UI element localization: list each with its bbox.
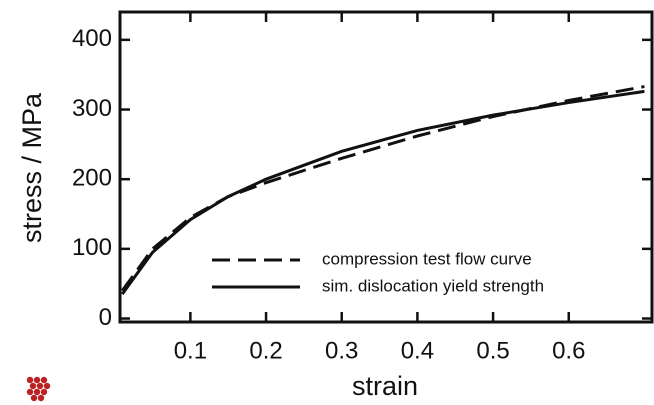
y-tick-label: 400 [72,25,112,52]
y-tick-label: 300 [72,95,112,122]
legend-label: compression test flow curve [322,249,532,268]
x-tick-label: 0.5 [476,337,509,364]
logo-icon [26,376,51,402]
y-tick-label: 0 [99,304,112,331]
x-tick-label: 0.3 [325,337,358,364]
data-line [121,89,645,296]
y-axis-label: stress / MPa [17,92,47,243]
x-tick-label: 0.1 [174,337,207,364]
x-tick-label: 0.4 [401,337,434,364]
x-tick-label: 0.2 [249,337,282,364]
x-tick-label: 0.6 [552,337,585,364]
y-tick-label: 200 [72,165,112,192]
x-axis-label: strain [352,371,418,401]
y-tick-label: 100 [72,234,112,261]
plot-frame [118,10,654,324]
legend-label: sim. dislocation yield strength [322,276,544,295]
